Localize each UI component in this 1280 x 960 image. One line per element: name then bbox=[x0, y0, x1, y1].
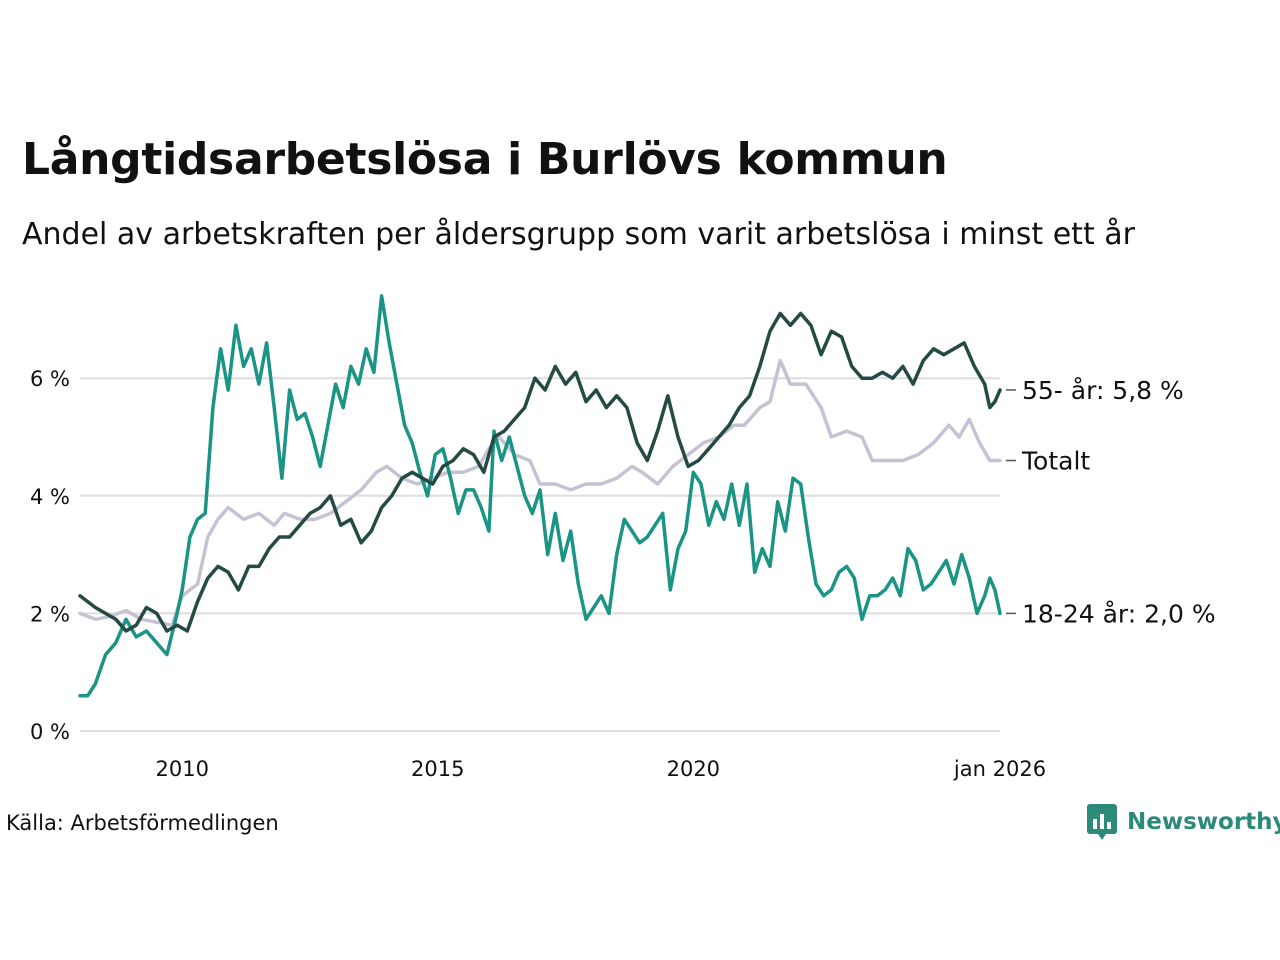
x-tick-label: jan 2026 bbox=[953, 757, 1046, 781]
chart-title: Långtidsarbetslösa i Burlövs kommun bbox=[22, 134, 948, 185]
x-tick-label: 2010 bbox=[155, 757, 208, 781]
series-line bbox=[78, 358, 1002, 627]
brand-name: Newsworthy bbox=[1127, 809, 1280, 835]
x-tick-label: 2015 bbox=[411, 757, 464, 781]
brand-logo: Newsworthy bbox=[1087, 804, 1280, 840]
y-tick-label: 0 % bbox=[30, 720, 70, 744]
series-end-label: 18-24 år: 2,0 % bbox=[1022, 599, 1216, 628]
series-end-label: Totalt bbox=[1021, 447, 1090, 476]
x-tick-label: 2020 bbox=[667, 757, 720, 781]
y-tick-label: 6 % bbox=[30, 367, 70, 391]
y-tick-label: 4 % bbox=[30, 485, 70, 509]
series-line bbox=[78, 294, 1002, 698]
source-note: Källa: Arbetsförmedlingen bbox=[6, 811, 279, 835]
grid-lines bbox=[80, 377, 1000, 732]
chart-subtitle: Andel av arbetskraften per åldersgrupp s… bbox=[22, 217, 1135, 252]
y-tick-label: 2 % bbox=[30, 602, 70, 626]
axis-labels: 0 % 2 % 4 % 6 % 2010 2015 2020 jan 2026 bbox=[30, 367, 1046, 781]
series-lines bbox=[78, 294, 1002, 698]
series-line bbox=[78, 311, 1002, 633]
bar-chart-logo-icon bbox=[1087, 804, 1117, 840]
end-labels: Totalt 18-24 år: 2,0 % 55- år: 5,8 % bbox=[1006, 376, 1216, 628]
series-end-label: 55- år: 5,8 % bbox=[1022, 376, 1184, 405]
